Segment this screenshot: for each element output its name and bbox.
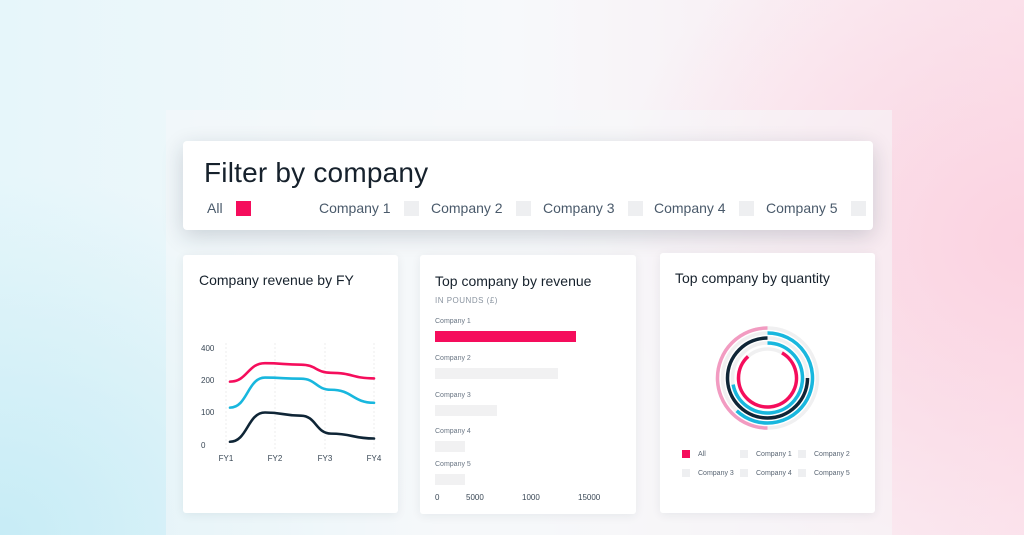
filter-option-company-1[interactable]: Company 1: [319, 199, 419, 217]
radial-ring: [736, 351, 799, 409]
y-tick-label: 400: [201, 344, 215, 353]
legend-label: Company 4: [756, 469, 792, 477]
y-tick-label: 0: [201, 441, 206, 450]
filter-checkbox-company-3[interactable]: [627, 200, 643, 216]
filter-panel: Filter by company All Company 1 Company …: [183, 141, 873, 230]
line-series: [228, 376, 376, 409]
filter-option-label: Company 3: [543, 200, 615, 216]
legend-swatch: [740, 450, 748, 458]
filter-option-label: All: [207, 200, 223, 216]
line-series: [228, 411, 376, 444]
top-revenue-title: Top company by revenue: [435, 273, 592, 289]
legend-item-company-2[interactable]: Company 2: [798, 449, 850, 459]
x-tick-label: FY4: [367, 454, 382, 463]
y-tick-label: 100: [201, 408, 215, 417]
filter-option-company-2[interactable]: Company 2: [431, 199, 531, 217]
legend-item-company-4[interactable]: Company 4: [740, 468, 792, 478]
legend-swatch: [682, 469, 690, 477]
legend-label: Company 2: [814, 450, 850, 458]
bar-category-label: Company 4: [435, 428, 471, 435]
top-quantity-card: Top company by quantity All Company 1 Co…: [660, 253, 875, 513]
revenue-bar: [435, 331, 576, 342]
legend-label: All: [698, 450, 706, 458]
legend-item-all[interactable]: All: [682, 449, 706, 459]
radial-ring: [735, 331, 815, 425]
revenue-bar: [435, 441, 465, 452]
top-quantity-title: Top company by quantity: [675, 270, 830, 286]
y-tick-label: 200: [201, 376, 215, 385]
quantity-radial-chart: [715, 326, 820, 430]
filter-checkbox-company-5[interactable]: [850, 200, 866, 216]
legend-swatch: [682, 450, 690, 458]
radial-ring: [731, 341, 805, 415]
filter-checkbox-company-4[interactable]: [738, 200, 754, 216]
legend-swatch: [798, 450, 806, 458]
radial-ring: [715, 326, 768, 430]
filter-option-all[interactable]: All: [207, 199, 251, 217]
revenue-bar: [435, 368, 558, 379]
filter-option-label: Company 2: [431, 200, 503, 216]
bar-category-label: Company 2: [435, 355, 471, 362]
filter-option-company-3[interactable]: Company 3: [543, 199, 643, 217]
x-tick-label: 5000: [466, 493, 484, 502]
x-tick-label: FY1: [219, 454, 234, 463]
top-revenue-card: Top company by revenue IN POUNDS (£) Com…: [420, 255, 636, 514]
filter-title: Filter by company: [204, 157, 429, 188]
legend-label: Company 1: [756, 450, 792, 458]
x-tick-label: FY2: [268, 454, 283, 463]
filter-option-company-4[interactable]: Company 4: [654, 199, 754, 217]
legend-item-company-5[interactable]: Company 5: [798, 468, 850, 478]
filter-option-label: Company 4: [654, 200, 726, 216]
filter-checkbox-company-2[interactable]: [515, 200, 531, 216]
filter-checkbox-company-1[interactable]: [403, 200, 419, 216]
legend-swatch: [798, 469, 806, 477]
top-revenue-subtitle: IN POUNDS (£): [435, 296, 498, 305]
x-tick-label: 1000: [522, 493, 540, 502]
x-tick-label: FY3: [318, 454, 333, 463]
revenue-bar: [435, 474, 465, 485]
radial-ring: [725, 336, 810, 420]
filter-option-label: Company 5: [766, 200, 838, 216]
revenue-line-chart: 0 100 200 400 FY1 FY2 FY3 FY4: [201, 343, 382, 463]
bar-category-label: Company 5: [435, 461, 471, 468]
legend-swatch: [740, 469, 748, 477]
filter-checkbox-all[interactable]: [235, 200, 251, 216]
x-tick-label: 0: [435, 493, 440, 502]
revenue-by-fy-card: Company revenue by FY 0 100 200 400 FY1 FY2 FY…: [183, 255, 398, 513]
line-series: [228, 361, 376, 383]
bar-category-label: Company 1: [435, 318, 471, 325]
legend-label: Company 5: [814, 469, 850, 477]
legend-label: Company 3: [698, 469, 734, 477]
revenue-by-fy-title: Company revenue by FY: [199, 272, 354, 288]
filter-option-company-5[interactable]: Company 5: [766, 199, 866, 217]
revenue-bar: [435, 405, 497, 416]
legend-item-company-3[interactable]: Company 3: [682, 468, 734, 478]
bar-category-label: Company 3: [435, 392, 471, 399]
filter-option-label: Company 1: [319, 200, 391, 216]
x-tick-label: 15000: [578, 493, 601, 502]
legend-item-company-1[interactable]: Company 1: [740, 449, 792, 459]
